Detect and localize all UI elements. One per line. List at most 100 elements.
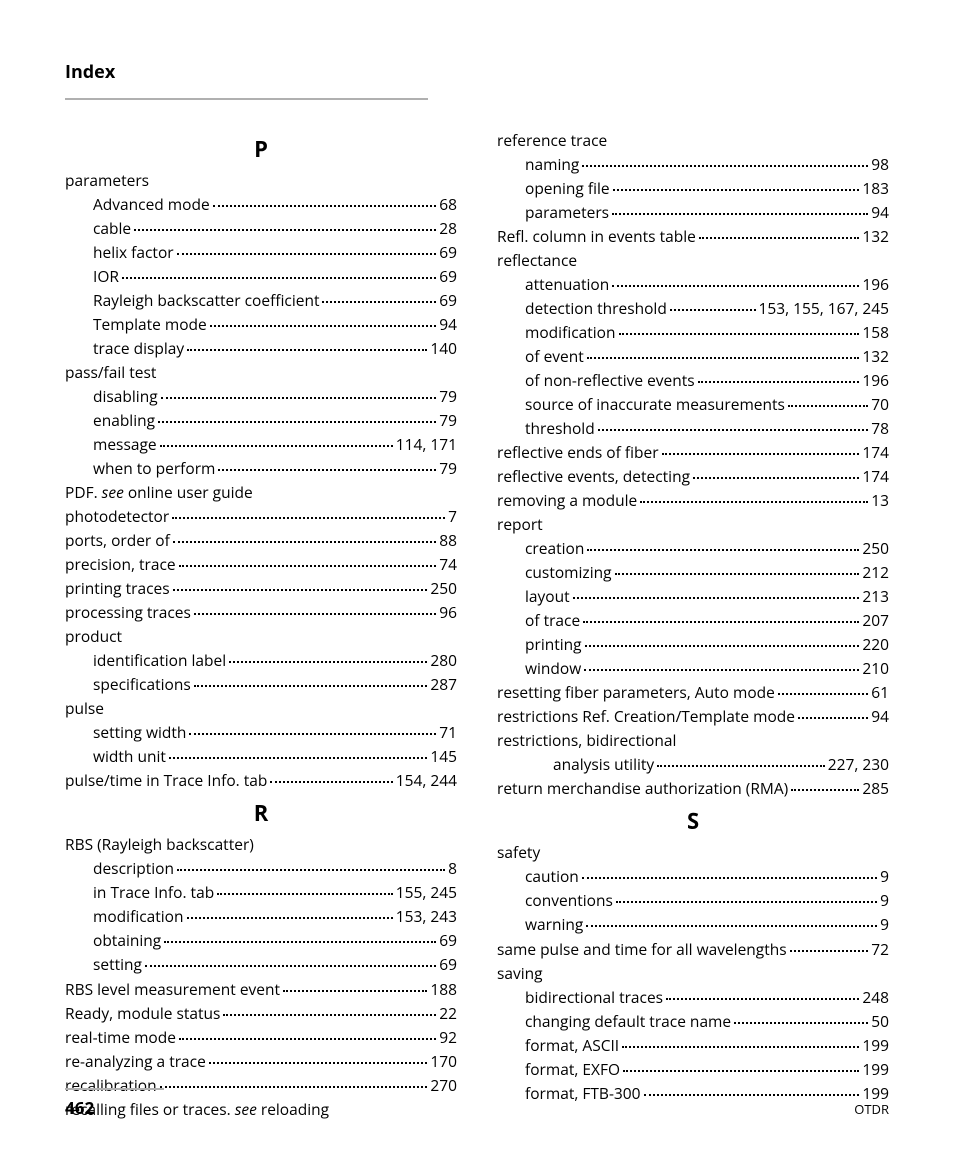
index-entry: customizing 212 xyxy=(497,560,889,584)
index-page: 69 xyxy=(439,264,457,288)
index-page: 98 xyxy=(871,152,889,176)
index-page: 69 xyxy=(439,928,457,952)
index-entry: helix factor 69 xyxy=(65,240,457,264)
leader-dots xyxy=(623,1070,859,1072)
index-entry: changing default trace name 50 xyxy=(497,1009,889,1033)
index-entry: opening file 183 xyxy=(497,176,889,200)
leader-dots xyxy=(122,277,436,279)
index-entry: report xyxy=(497,512,889,536)
index-term: reflective ends of fiber xyxy=(497,440,659,464)
leader-dots xyxy=(583,621,859,623)
index-entry: PDF. see online user guide xyxy=(65,480,457,504)
index-page: 196 xyxy=(862,368,889,392)
index-term: Template mode xyxy=(93,312,207,336)
index-page: 9 xyxy=(880,912,889,936)
index-entry: Rayleigh backscatter coefficient 69 xyxy=(65,288,457,312)
index-entry: printing traces 250 xyxy=(65,576,457,600)
leader-dots xyxy=(798,717,868,719)
index-term: safety xyxy=(497,840,540,864)
leader-dots xyxy=(582,877,877,879)
index-page: 188 xyxy=(430,977,457,1001)
index-entry: processing traces 96 xyxy=(65,600,457,624)
index-term: parameters xyxy=(525,200,609,224)
leader-dots xyxy=(587,549,859,551)
index-page: 88 xyxy=(439,528,457,552)
index-entry: precision, trace 74 xyxy=(65,552,457,576)
index-term: Advanced mode xyxy=(93,192,210,216)
index-term: processing traces xyxy=(65,600,191,624)
index-entry: identification label 280 xyxy=(65,648,457,672)
index-term: conventions xyxy=(525,888,613,912)
index-term: IOR xyxy=(93,264,119,288)
index-term: Refl. column in events table xyxy=(497,224,696,248)
index-term: identification label xyxy=(93,648,226,672)
index-term: disabling xyxy=(93,384,158,408)
index-term: re-analyzing a trace xyxy=(65,1049,206,1073)
index-page: 154, 244 xyxy=(396,768,457,792)
page-number: 462 xyxy=(65,1096,94,1119)
index-term: threshold xyxy=(525,416,595,440)
leader-dots xyxy=(209,1062,428,1064)
leader-dots xyxy=(582,165,868,167)
index-term: Rayleigh backscatter coefficient xyxy=(93,288,319,312)
index-entry: warning 9 xyxy=(497,912,889,936)
leader-dots xyxy=(145,965,436,967)
leader-dots xyxy=(788,405,868,407)
index-term: pass/fail test xyxy=(65,360,156,384)
index-entry: restrictions, bidirectional xyxy=(497,728,889,752)
leader-dots xyxy=(213,205,437,207)
leader-dots xyxy=(173,589,428,591)
index-columns: PparametersAdvanced mode 68cable 28helix… xyxy=(65,128,889,1121)
index-term: PDF. see online user guide xyxy=(65,480,253,504)
index-term: resetting fiber parameters, Auto mode xyxy=(497,680,775,704)
leader-dots xyxy=(223,1014,436,1016)
index-page: 210 xyxy=(862,656,889,680)
leader-dots xyxy=(179,1038,436,1040)
left-column: PparametersAdvanced mode 68cable 28helix… xyxy=(65,128,457,1121)
index-page: 61 xyxy=(871,680,889,704)
index-term: same pulse and time for all wavelengths xyxy=(497,937,787,961)
index-entry: specifications 287 xyxy=(65,672,457,696)
leader-dots xyxy=(179,565,437,567)
index-page: 132 xyxy=(862,224,889,248)
index-page: 207 xyxy=(862,608,889,632)
index-page: 250 xyxy=(862,536,889,560)
index-page: 174 xyxy=(862,440,889,464)
index-page: 199 xyxy=(862,1057,889,1081)
leader-dots xyxy=(573,597,860,599)
leader-dots xyxy=(173,541,436,543)
header-rule xyxy=(65,98,428,100)
index-page: 94 xyxy=(871,704,889,728)
index-page: 132 xyxy=(862,344,889,368)
leader-dots xyxy=(615,573,860,575)
index-entry: cable 28 xyxy=(65,216,457,240)
index-entry: printing 220 xyxy=(497,632,889,656)
index-page: 183 xyxy=(862,176,889,200)
leader-dots xyxy=(791,789,859,791)
index-entry: modification 153, 243 xyxy=(65,904,457,928)
index-term: precision, trace xyxy=(65,552,176,576)
index-entry: removing a module 13 xyxy=(497,488,889,512)
index-term: enabling xyxy=(93,408,155,432)
index-entry: of event 132 xyxy=(497,344,889,368)
index-page: 8 xyxy=(448,856,457,880)
index-entry: naming 98 xyxy=(497,152,889,176)
index-page: 96 xyxy=(439,600,457,624)
index-entry: ports, order of 88 xyxy=(65,528,457,552)
section-letter: R xyxy=(65,798,457,828)
index-entry: width unit 145 xyxy=(65,744,457,768)
index-entry: Advanced mode 68 xyxy=(65,192,457,216)
index-term: helix factor xyxy=(93,240,174,264)
leader-dots xyxy=(322,301,436,303)
index-term: detection threshold xyxy=(525,296,667,320)
index-page: 212 xyxy=(862,560,889,584)
leader-dots xyxy=(194,685,428,687)
leader-dots xyxy=(657,765,825,767)
index-page: 94 xyxy=(439,312,457,336)
index-page: 71 xyxy=(439,720,457,744)
leader-dots xyxy=(172,517,445,519)
index-page: 170 xyxy=(430,1049,457,1073)
index-term: reference trace xyxy=(497,128,607,152)
leader-dots xyxy=(734,1022,868,1024)
leader-dots xyxy=(194,613,436,615)
